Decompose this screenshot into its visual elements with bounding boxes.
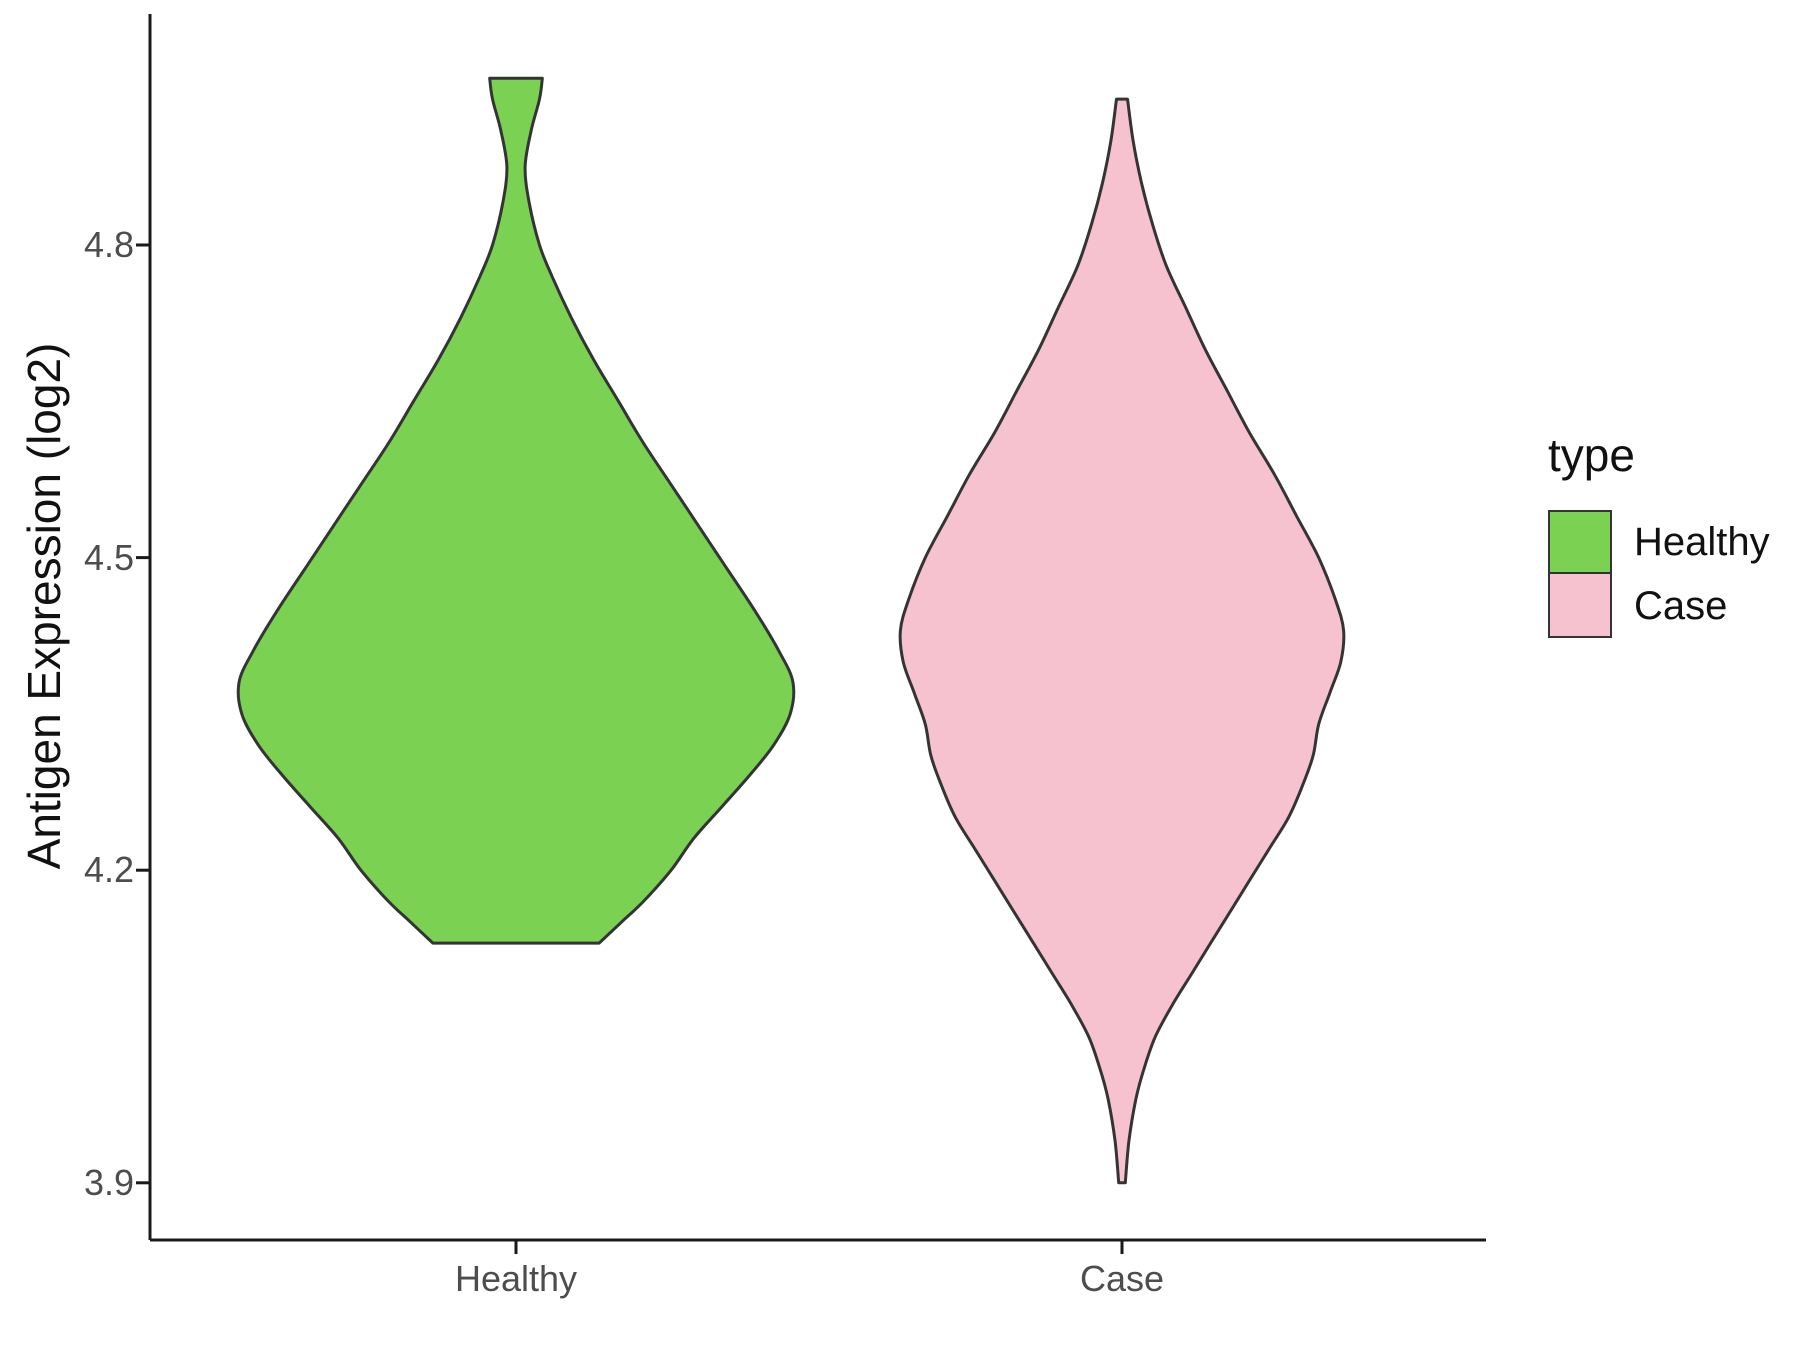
legend-swatch-case <box>1548 574 1612 638</box>
y-tick-label-4-5: 4.5 <box>83 537 134 578</box>
legend-entry-case: Case <box>1548 574 1798 638</box>
x-tick-label-healthy: Healthy <box>454 1258 578 1299</box>
y-axis-title: Antigen Expression (log2) <box>18 342 70 870</box>
violin-case <box>898 97 1346 1185</box>
legend-title: type <box>1548 429 1635 481</box>
legend-swatch-healthy <box>1548 510 1612 574</box>
y-tick-label-4-2: 4.2 <box>83 849 134 890</box>
legend-label-case: Case <box>1634 584 1728 628</box>
x-tick-label-case: Case <box>1079 1258 1165 1299</box>
violin-healthy <box>236 76 796 945</box>
y-tick-label-4-8: 4.8 <box>83 224 134 265</box>
y-axis-tick-marks <box>136 243 150 1185</box>
legend-entry-healthy: Healthy <box>1548 510 1798 574</box>
y-tick-label-3-9: 3.9 <box>83 1162 134 1203</box>
x-axis-tick-marks <box>514 1240 1124 1254</box>
legend: type Healthy Case <box>1548 428 1798 638</box>
legend-label-healthy: Healthy <box>1634 520 1770 564</box>
